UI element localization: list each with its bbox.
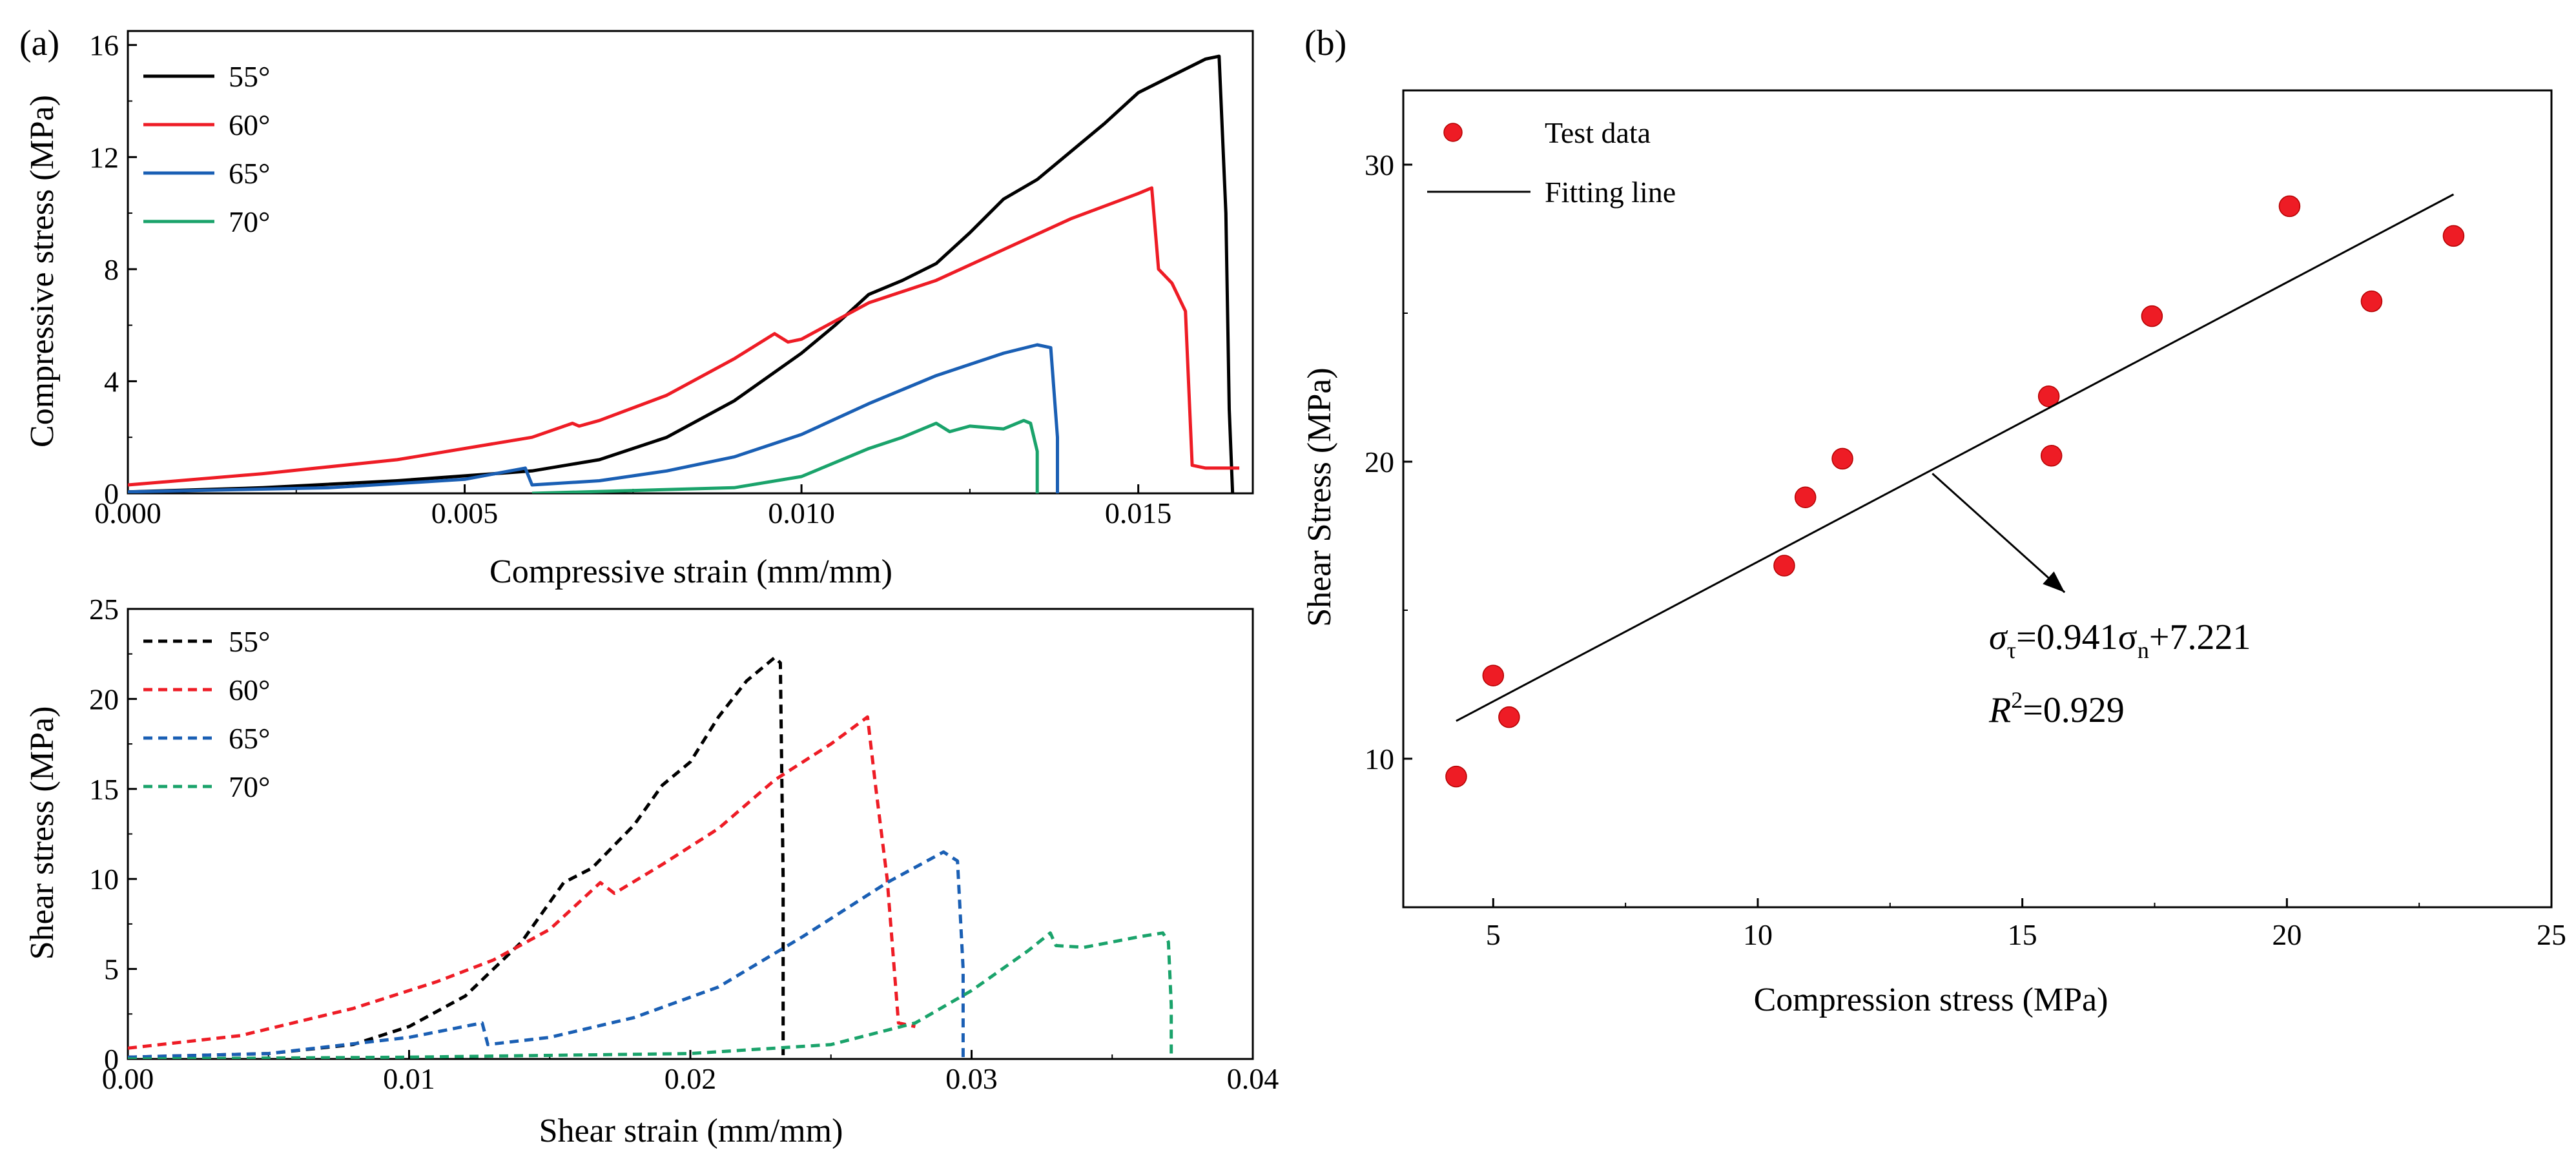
plot-frame (127, 30, 1254, 495)
x-tick-label: 0.005 (431, 497, 499, 529)
regression-equation: στ=0.941σn+7.221 (1989, 617, 2251, 663)
data-point-test-data (2442, 225, 2465, 247)
series-line-65 (128, 850, 965, 1059)
y-tick-label: 12 (89, 141, 119, 174)
shear-stress-plot: 0.00 0.01 0.02 0.03 0.04 0 5 10 15 20 25 55° 60° 65° 7… (89, 593, 1279, 1095)
annotation-arrowhead (2043, 571, 2065, 593)
y-tick-label: 30 (1365, 149, 1394, 181)
data-point-test-data (2360, 290, 2383, 313)
x-tick-label: 5 (1486, 918, 1501, 951)
x-tick-label: 15 (2008, 918, 2037, 951)
series-line-60 (128, 186, 1240, 487)
y-tick-label: 20 (89, 683, 119, 715)
top-x-axis-title: Compressive strain (mm/mm) (489, 553, 892, 590)
legend-marker-test-data (1443, 123, 1463, 142)
legend-label-70: 70° (229, 770, 270, 803)
x-tick-label: 0.01 (383, 1062, 435, 1095)
bottom-y-axis-title: Shear stress (MPa) (24, 706, 61, 960)
right-y-axis-title: Shear Stress (MPa) (1301, 367, 1338, 627)
y-tick-label: 0 (104, 477, 119, 510)
x-tick-label: 10 (1743, 918, 1773, 951)
series-line-60 (128, 715, 916, 1050)
y-tick-label: 16 (89, 29, 119, 62)
x-tick-label: 0.04 (1227, 1062, 1279, 1095)
data-point-test-data (1482, 664, 1505, 686)
legend-label-test-data: Test data (1545, 116, 1651, 149)
data-point-test-data (1498, 706, 1520, 728)
x-tick-label: 0.03 (945, 1062, 998, 1095)
data-point-test-data (2037, 385, 2060, 407)
top-y-axis-title: Compressive stress (MPa) (24, 95, 61, 447)
right-x-axis-title: Compression stress (MPa) (1754, 981, 2108, 1018)
compressive-stress-plot: 0.000 0.005 0.010 0.015 0 4 8 12 16 55° 60° 65° 70° (89, 29, 1254, 529)
panel-label-a: (a) (19, 23, 59, 63)
y-tick-label: 10 (1365, 743, 1394, 776)
legend-label-55: 55° (229, 625, 270, 658)
y-tick-label: 4 (104, 365, 119, 398)
series-line-55 (128, 54, 1235, 493)
x-tick-label: 0.02 (665, 1062, 717, 1095)
x-tick-label: 0.00 (102, 1062, 154, 1095)
x-tick-label: 0.000 (94, 497, 161, 529)
data-point-test-data (2278, 195, 2301, 218)
x-tick-label: 0.015 (1105, 497, 1172, 529)
x-tick-label: 0.010 (768, 497, 835, 529)
data-point-test-data (1445, 765, 1467, 788)
y-tick-label: 15 (89, 773, 119, 806)
bottom-x-axis-title: Shear strain (mm/mm) (539, 1113, 843, 1149)
legend-label-55: 55° (229, 60, 270, 93)
y-tick-label: 5 (104, 953, 119, 986)
x-tick-label: 20 (2272, 918, 2302, 951)
series-line-65 (128, 343, 1059, 493)
plot-frame (127, 608, 1254, 1060)
panel-label-b: (b) (1304, 23, 1346, 63)
series-line-70 (531, 418, 1039, 493)
y-tick-label: 20 (1365, 446, 1394, 478)
data-point-test-data (1773, 555, 1795, 577)
data-point-test-data (2040, 445, 2063, 467)
y-tick-label: 10 (89, 863, 119, 896)
legend-label-60: 60° (229, 673, 270, 706)
y-tick-label: 0 (104, 1043, 119, 1076)
data-point-test-data (1831, 447, 1853, 470)
series-line-fitting-line (1456, 193, 2455, 722)
annotation-arrow (1932, 473, 2066, 593)
legend-label-fitting-line: Fitting line (1545, 176, 1676, 209)
plot-frame (1402, 89, 2553, 909)
x-tick-label: 25 (2537, 918, 2566, 951)
legend-label-65: 65° (229, 722, 270, 755)
data-point-test-data (1794, 486, 1817, 508)
shear-vs-compression-plot: 5 10 15 20 25 10 20 30 Test data Fitting line (1365, 89, 2566, 951)
data-point-test-data (2141, 305, 2163, 327)
y-tick-label: 25 (89, 593, 119, 626)
y-tick-label: 8 (104, 253, 119, 286)
legend-label-60: 60° (229, 108, 270, 141)
legend-label-65: 65° (229, 157, 270, 190)
r-squared-label: R2=0.929 (1988, 687, 2125, 730)
legend-label-70: 70° (229, 205, 270, 238)
series-line-70 (128, 931, 1173, 1059)
